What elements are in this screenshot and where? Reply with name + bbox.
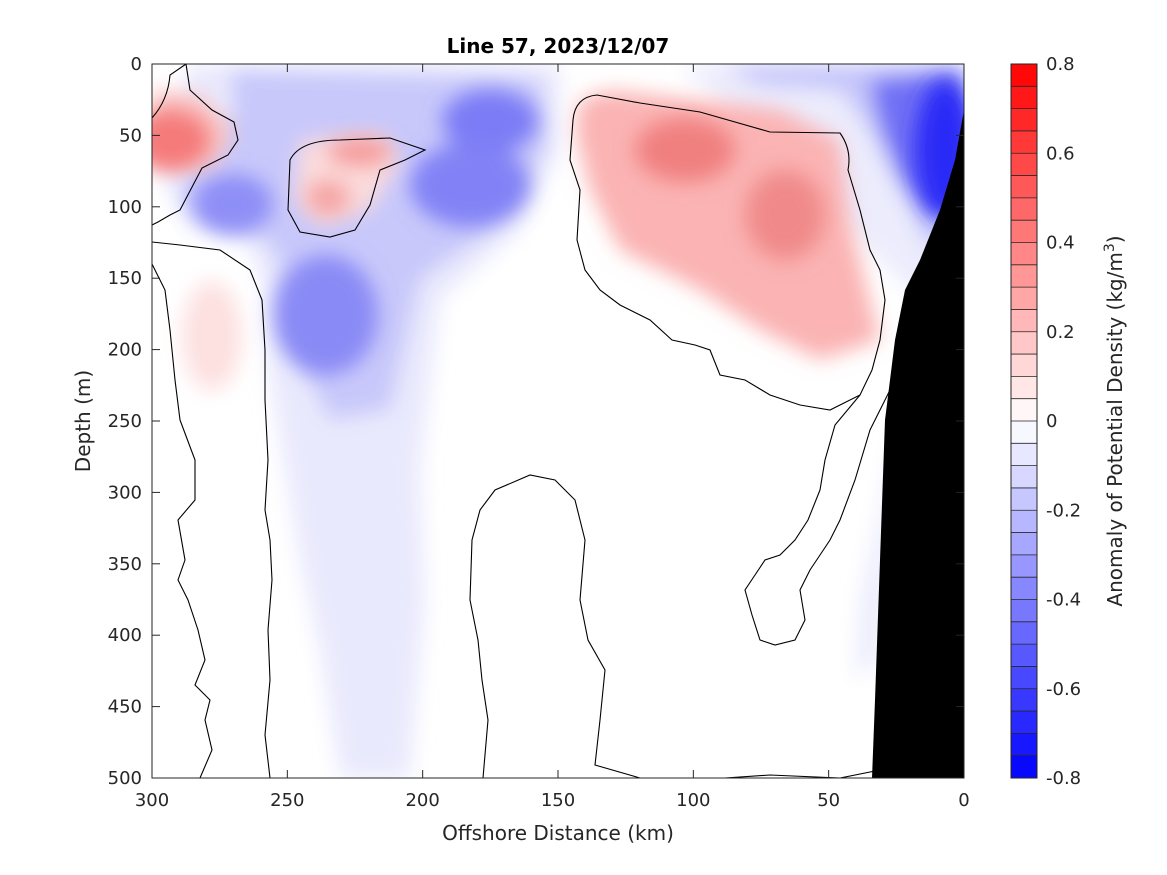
y-tick-label: 50 [119, 125, 142, 146]
y-tick-label: 200 [108, 340, 142, 361]
colorbar-tick-label: -0.4 [1046, 590, 1081, 611]
colorbar-band [1011, 264, 1037, 288]
colorbar-band [1011, 64, 1037, 87]
y-axis-label: Depth (m) [71, 370, 95, 472]
y-tick-label: 400 [108, 625, 142, 646]
colorbar-band [1011, 153, 1037, 176]
y-tick-label: 0 [131, 54, 142, 75]
bathymetry-topography [872, 110, 964, 778]
y-tick-label: 150 [108, 268, 142, 289]
plot-area: 300 250 200 150 100 50 0 050100150200250300350… [108, 54, 970, 811]
colorbar-band [1011, 711, 1037, 734]
broad-negative-region-east [680, 64, 964, 680]
positive-core-293km-52m [152, 110, 210, 170]
negative-core-270km-100m [193, 174, 273, 234]
positive-core-100km-58m [635, 118, 735, 182]
colorbar-tick-label: 0 [1046, 411, 1057, 432]
zero-contour-dome [469, 474, 641, 778]
colorbar-band [1011, 175, 1037, 198]
colorbar: 0.8 0.6 0.4 0.2 0 -0.2 -0.4 -0.6 -0.8 Anomaly of… [1010, 54, 1127, 789]
colorbar-label: Anomaly of Potential Density (kg/m3) [1102, 235, 1127, 606]
zero-contour-far-offshore [152, 64, 239, 226]
chart-title: Line 57, 2023/12/07 [447, 34, 670, 58]
colorbar-band [1011, 242, 1037, 265]
colorbar-band [1011, 644, 1037, 667]
x-axis-label: Offshore Distance (km) [442, 821, 674, 845]
zero-contour-bottom [724, 769, 881, 778]
colorbar-tick-label: 0.4 [1046, 233, 1075, 254]
colorbar-tick-label: 0.8 [1046, 54, 1075, 75]
colorbar-tick-label: -0.2 [1046, 500, 1081, 521]
colorbar-band [1011, 733, 1037, 756]
colorbar-band [1011, 197, 1037, 221]
zero-contour-shelf-left [152, 241, 273, 778]
colorbar-band [1011, 532, 1037, 555]
colorbar-tick-label: 0.6 [1046, 143, 1075, 164]
colorbar-band [1011, 309, 1037, 332]
colorbar-band [1011, 510, 1037, 533]
x-tick-label: 200 [405, 790, 439, 811]
positive-region-277km-190m [182, 281, 242, 391]
negative-core-235km-180m [274, 255, 378, 375]
y-tick-label: 500 [108, 768, 142, 789]
colorbar-band [1011, 577, 1037, 600]
colorbar-band [1011, 376, 1037, 399]
y-tick-label: 300 [108, 482, 142, 503]
colorbar-band [1011, 287, 1037, 310]
colorbar-band [1011, 108, 1037, 131]
colorbar-band [1011, 621, 1037, 645]
colorbar-band [1011, 398, 1037, 421]
colorbar-band [1011, 130, 1037, 154]
anomaly-field [152, 64, 964, 778]
colorbar-label-superscript: 3 [1102, 243, 1118, 252]
colorbar-band [1011, 443, 1037, 466]
colorbar-tick-label: 0.2 [1046, 322, 1075, 343]
colorbar-band [1011, 354, 1037, 377]
positive-core-222km-62m [328, 138, 392, 166]
colorbar-tick-label: -0.8 [1046, 768, 1081, 789]
colorbar-label-text: Anomaly of Potential Density (kg/m [1103, 252, 1127, 606]
colorbar-frame [1010, 63, 1038, 779]
colorbar-band [1011, 666, 1037, 689]
colorbar-band [1011, 487, 1037, 511]
colorbar-tick-label: -0.6 [1046, 679, 1081, 700]
x-tick-label: 150 [541, 790, 575, 811]
zero-contour-offshore-eddy [569, 94, 886, 411]
colorbar-label-end: ) [1103, 235, 1127, 243]
negative-core-175km-80m [410, 143, 530, 227]
x-tick-label: 0 [958, 790, 969, 811]
zero-contour-left-west [152, 263, 213, 778]
colorbar-bands [1011, 63, 1037, 778]
zero-contour-mid-lens [287, 137, 427, 238]
colorbar-band [1011, 688, 1037, 712]
colorbar-band [1011, 331, 1037, 355]
zero-contour-lines [152, 64, 891, 778]
colorbar-band [1011, 220, 1037, 243]
x-tick-label: 250 [270, 790, 304, 811]
x-axis-ticks: 300 250 200 150 100 50 0 [135, 64, 970, 811]
y-tick-label: 100 [108, 197, 142, 218]
colorbar-band [1011, 755, 1037, 778]
colorbar-band [1011, 599, 1037, 622]
colorbar-band [1011, 465, 1037, 488]
y-tick-label: 350 [108, 554, 142, 575]
x-tick-label: 100 [676, 790, 710, 811]
colorbar-band [1011, 421, 1037, 444]
colorbar-band [1011, 554, 1037, 578]
x-tick-label: 50 [817, 790, 840, 811]
y-tick-label: 450 [108, 697, 142, 718]
zero-contour-eddy-tail [744, 389, 891, 646]
negative-core-172km-40m [442, 89, 538, 153]
positive-core-230km-95m [306, 180, 350, 216]
positive-core-65km-105m [745, 170, 825, 260]
y-axis-ticks: 0 50 100 150 200 250 300 350 400 450 500 [108, 54, 964, 789]
colorbar-band [1011, 86, 1037, 109]
y-tick-label: 250 [108, 411, 142, 432]
colorbar-ticks: 0.8 0.6 0.4 0.2 0 -0.2 -0.4 -0.6 -0.8 [1046, 54, 1081, 789]
x-tick-label: 300 [135, 790, 169, 811]
